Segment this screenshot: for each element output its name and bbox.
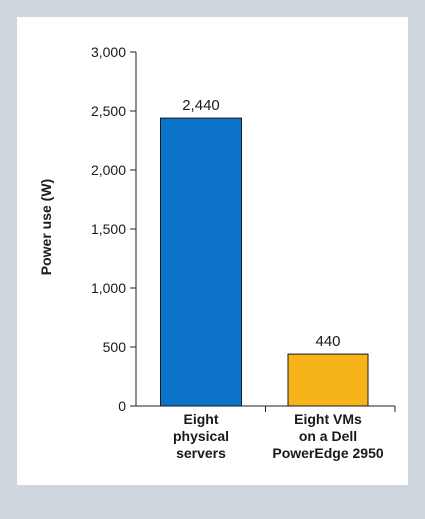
x-category-label: servers — [176, 445, 226, 461]
x-category-label: Eight — [184, 411, 219, 427]
y-tick-label: 2,500 — [91, 103, 126, 119]
y-tick-label: 0 — [118, 398, 126, 414]
x-category-label: PowerEdge 2950 — [272, 445, 383, 461]
bar-chart: Power use (W) 0 500 1,000 1,500 2,000 2,500 3,… — [38, 44, 396, 461]
data-label-2: 440 — [315, 333, 340, 350]
bar-2 — [287, 353, 369, 407]
x-category-label: Eight VMs — [294, 411, 362, 427]
data-label-1: 2,440 — [182, 97, 220, 114]
x-category-label: physical — [173, 428, 229, 444]
y-tick-label: 1,500 — [91, 221, 126, 237]
chart-panel: Power use (W) 0 500 1,000 1,500 2,000 2,500 3,… — [17, 17, 408, 485]
bar-1 — [160, 117, 242, 407]
y-tick-label: 1,000 — [91, 280, 126, 296]
y-tick-label: 2,000 — [91, 162, 126, 178]
y-axis-title: Power use (W) — [38, 179, 54, 275]
x-category-label: on a Dell — [299, 428, 357, 444]
y-tick-label: 500 — [103, 339, 127, 355]
y-tick-label: 3,000 — [91, 44, 126, 60]
